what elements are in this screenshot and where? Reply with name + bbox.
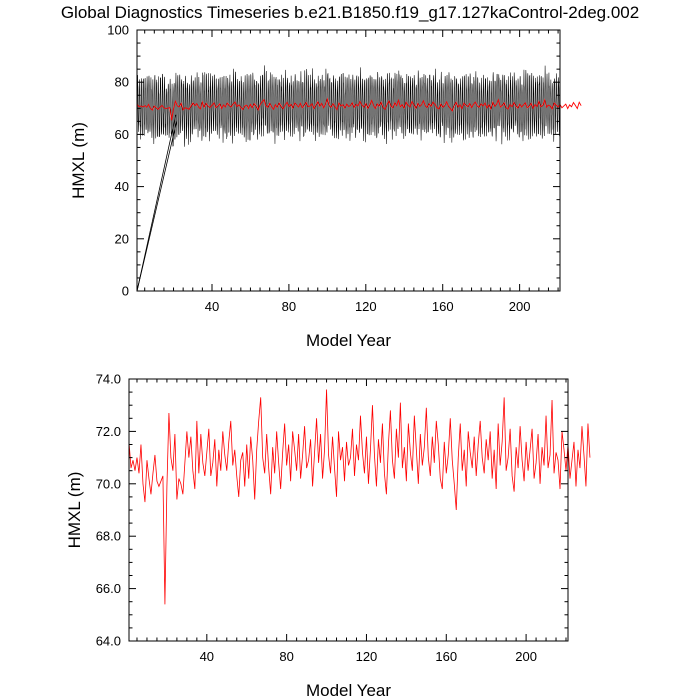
bottom-panel: 40 80 120 160 200 64.0 66.0 68.0 70.0 72.0 74.0 Mo… bbox=[65, 372, 591, 700]
x-tick-label: 120 bbox=[356, 649, 378, 664]
bottom-annual-line bbox=[128, 389, 591, 605]
bottom-ticks: 40 80 120 160 200 64.0 66.0 68.0 70.0 72.0 74.0 bbox=[96, 372, 568, 664]
x-tick-label: 200 bbox=[515, 649, 537, 664]
y-tick-label: 80 bbox=[115, 75, 129, 90]
top-ticks: 40 80 120 160 200 0 20 40 60 80 100 bbox=[107, 23, 560, 314]
top-monthly-line bbox=[136, 65, 561, 147]
y-tick-label: 66.0 bbox=[96, 581, 121, 596]
top-y-axis-label: HMXL (m) bbox=[69, 122, 88, 199]
bottom-y-axis-label: HMXL (m) bbox=[65, 472, 84, 549]
x-tick-label: 160 bbox=[435, 649, 457, 664]
top-panel: 40 80 120 160 200 0 20 40 60 80 100 Model Year HMX… bbox=[69, 23, 582, 350]
y-tick-label: 0 bbox=[122, 284, 129, 299]
top-annual-line bbox=[136, 97, 582, 121]
y-tick-label: 60 bbox=[115, 127, 129, 142]
top-plot-frame bbox=[136, 29, 561, 292]
bottom-annual-series bbox=[128, 389, 591, 605]
y-tick-label: 74.0 bbox=[96, 372, 121, 387]
bottom-plot-frame bbox=[128, 378, 569, 642]
y-tick-label: 100 bbox=[107, 23, 129, 38]
x-tick-label: 40 bbox=[200, 649, 214, 664]
x-tick-label: 120 bbox=[355, 299, 377, 314]
x-tick-label: 40 bbox=[205, 299, 219, 314]
x-tick-label: 80 bbox=[279, 649, 293, 664]
top-annual-series bbox=[136, 97, 582, 121]
top-monthly-series bbox=[136, 65, 561, 292]
spinup-line bbox=[136, 119, 178, 292]
y-tick-label: 64.0 bbox=[96, 634, 121, 649]
x-tick-label: 200 bbox=[509, 299, 531, 314]
y-tick-label: 68.0 bbox=[96, 529, 121, 544]
top-x-axis-label: Model Year bbox=[306, 331, 391, 350]
chart-title: Global Diagnostics Timeseries b.e21.B185… bbox=[61, 3, 639, 22]
bottom-x-axis-label: Model Year bbox=[306, 681, 391, 700]
y-tick-label: 40 bbox=[115, 179, 129, 194]
y-tick-label: 72.0 bbox=[96, 424, 121, 439]
x-tick-label: 80 bbox=[282, 299, 296, 314]
y-tick-label: 70.0 bbox=[96, 476, 121, 491]
x-tick-label: 160 bbox=[432, 299, 454, 314]
y-tick-label: 20 bbox=[115, 231, 129, 246]
